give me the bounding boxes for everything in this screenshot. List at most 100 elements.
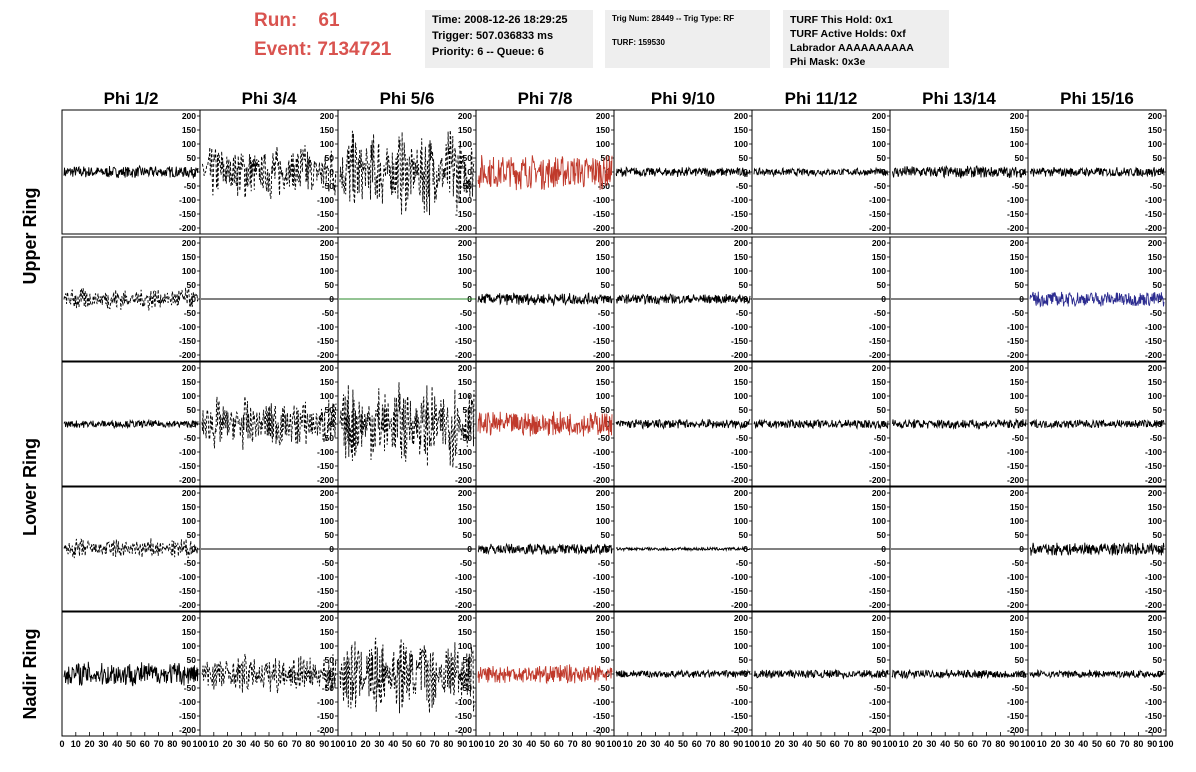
y-tick-label: 100 — [1148, 641, 1162, 651]
waveform-trace — [1029, 418, 1165, 430]
y-tick-label: 50 — [463, 280, 473, 290]
y-tick-label: 150 — [1010, 252, 1024, 262]
y-tick-label: 100 — [596, 516, 610, 526]
column-header-3: Phi 5/6 — [380, 89, 435, 108]
x-tick-label: 40 — [802, 739, 812, 749]
y-tick-label: -150 — [179, 586, 196, 596]
waveform-trace — [753, 418, 889, 430]
y-tick-label: 50 — [739, 655, 749, 665]
x-tick-label: 90 — [319, 739, 329, 749]
x-tick-label: 40 — [250, 739, 260, 749]
y-tick-label: -150 — [731, 586, 748, 596]
y-tick-label: 0 — [329, 669, 334, 679]
y-tick-label: -200 — [317, 223, 334, 233]
y-tick-label: -200 — [317, 600, 334, 610]
y-tick-label: -50 — [322, 308, 335, 318]
y-tick-label: -150 — [593, 586, 610, 596]
run-label: Run: 61 — [254, 10, 340, 32]
x-tick-label: 100 — [1020, 739, 1035, 749]
waveform-trace — [201, 396, 337, 450]
y-tick-label: 200 — [872, 363, 886, 373]
y-tick-label: 150 — [734, 125, 748, 135]
x-tick-label: 10 — [1037, 739, 1047, 749]
y-tick-label: 100 — [872, 641, 886, 651]
y-tick-label: 150 — [1148, 125, 1162, 135]
x-tick-label: 90 — [457, 739, 467, 749]
y-tick-label: -150 — [593, 336, 610, 346]
y-tick-label: -50 — [322, 558, 335, 568]
time-line: Time: 2008-12-26 18:29:25 — [432, 14, 568, 26]
y-tick-label: -100 — [179, 447, 196, 457]
y-tick-label: -150 — [455, 586, 472, 596]
y-tick-label: 100 — [320, 139, 334, 149]
y-tick-label: 150 — [182, 377, 196, 387]
x-tick-label: 80 — [581, 739, 591, 749]
y-tick-label: 150 — [320, 377, 334, 387]
y-tick-label: -100 — [593, 697, 610, 707]
y-tick-label: 150 — [1148, 627, 1162, 637]
x-tick-label: 70 — [706, 739, 716, 749]
y-tick-label: -100 — [869, 195, 886, 205]
y-tick-label: -100 — [1145, 322, 1162, 332]
y-tick-label: -50 — [736, 181, 749, 191]
ring-label-3: Nadir Ring — [20, 628, 40, 719]
x-tick-label: 90 — [733, 739, 743, 749]
y-tick-label: 150 — [320, 252, 334, 262]
event-label: Event: 7134721 — [254, 39, 391, 61]
y-tick-label: -100 — [593, 572, 610, 582]
y-tick-label: -100 — [869, 572, 886, 582]
y-tick-label: -100 — [317, 322, 334, 332]
x-tick-label: 90 — [181, 739, 191, 749]
y-tick-label: -100 — [455, 195, 472, 205]
y-tick-label: 100 — [1148, 139, 1162, 149]
y-tick-label: 50 — [187, 530, 197, 540]
y-tick-label: 200 — [182, 488, 196, 498]
y-tick-label: -200 — [1145, 600, 1162, 610]
waveform-trace — [63, 538, 199, 559]
y-tick-label: 200 — [1148, 111, 1162, 121]
y-tick-label: 100 — [182, 641, 196, 651]
y-tick-label: -200 — [1007, 475, 1024, 485]
y-tick-label: -200 — [455, 725, 472, 735]
priority-line: Priority: 6 -- Queue: 6 — [432, 46, 544, 58]
y-tick-label: 150 — [320, 627, 334, 637]
y-tick-label: 150 — [458, 502, 472, 512]
y-tick-label: 50 — [739, 530, 749, 540]
y-tick-label: -100 — [731, 697, 748, 707]
x-tick-label: 50 — [954, 739, 964, 749]
y-tick-label: 150 — [734, 252, 748, 262]
y-tick-label: -150 — [593, 461, 610, 471]
y-tick-label: 150 — [458, 377, 472, 387]
y-tick-label: -100 — [869, 322, 886, 332]
y-tick-label: 50 — [463, 153, 473, 163]
turf-info-box: TURF This Hold: 0x1 TURF Active Holds: 0… — [783, 10, 949, 68]
x-tick-label: 70 — [292, 739, 302, 749]
trig-num-line: Trig Num: 28449 -- Trig Type: RF — [612, 14, 735, 23]
y-tick-label: -100 — [869, 447, 886, 457]
x-tick-label: 60 — [692, 739, 702, 749]
y-tick-label: -50 — [460, 308, 473, 318]
y-tick-label: 50 — [601, 655, 611, 665]
y-tick-label: -200 — [1145, 223, 1162, 233]
y-tick-label: -50 — [598, 308, 611, 318]
x-tick-label: 80 — [167, 739, 177, 749]
y-tick-label: -200 — [1145, 350, 1162, 360]
x-tick-label: 10 — [485, 739, 495, 749]
y-tick-label: -200 — [179, 350, 196, 360]
waveform-trace — [63, 661, 199, 687]
y-tick-label: 50 — [1015, 153, 1025, 163]
waveform-trace — [477, 664, 613, 685]
y-tick-label: -50 — [1150, 433, 1163, 443]
ring-label-2: Lower Ring — [20, 438, 40, 536]
y-tick-label: -200 — [455, 350, 472, 360]
x-tick-label: 90 — [871, 739, 881, 749]
y-tick-label: -150 — [869, 209, 886, 219]
x-tick-label: 60 — [278, 739, 288, 749]
x-tick-label: 30 — [374, 739, 384, 749]
y-tick-label: 200 — [458, 363, 472, 373]
y-tick-label: 200 — [872, 613, 886, 623]
y-tick-label: 50 — [877, 153, 887, 163]
x-tick-label: 30 — [1064, 739, 1074, 749]
y-tick-label: -200 — [731, 600, 748, 610]
x-tick-label: 20 — [1051, 739, 1061, 749]
